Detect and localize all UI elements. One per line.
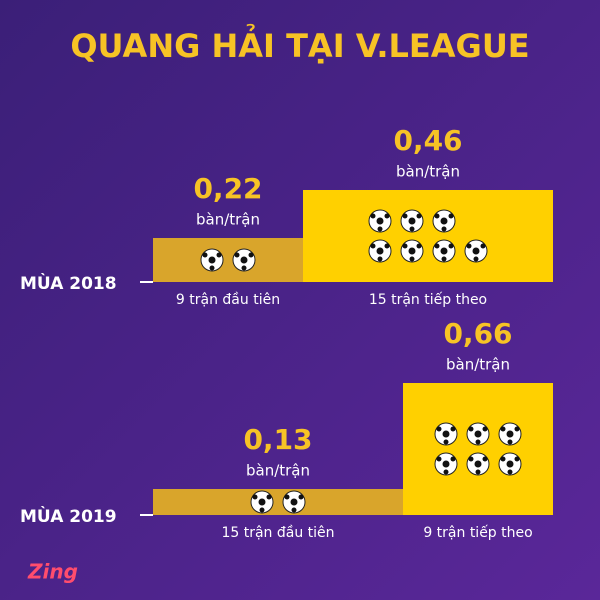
ball-patch (450, 426, 456, 432)
ball-patch (434, 243, 440, 249)
ball-patch (441, 256, 447, 262)
ball-patch (466, 243, 472, 249)
rate-label: 0,46 (393, 124, 462, 157)
ball-patch (370, 243, 376, 249)
ball-patch (416, 213, 422, 219)
caption: 15 trận đầu tiên (221, 525, 334, 541)
ball-patch (377, 256, 383, 262)
ball-patch (376, 217, 384, 225)
season-label: MÙA 2018 (20, 272, 117, 294)
ball-patch (474, 430, 482, 438)
caption: 15 trận tiếp theo (369, 291, 487, 308)
ball-patch (436, 426, 442, 432)
ball-patch (384, 243, 390, 249)
ball-patch (440, 217, 448, 225)
ball-patch (376, 247, 384, 255)
unit-label: bàn/trận (396, 163, 460, 181)
ball-patch (441, 226, 447, 232)
ball-patch (258, 498, 266, 506)
ball-patch (514, 426, 520, 432)
rate-label: 0,13 (243, 423, 312, 456)
ball-patch (409, 256, 415, 262)
ball-patch (402, 243, 408, 249)
ball-patch (475, 439, 481, 445)
ball-patch (482, 426, 488, 432)
ball-patch (468, 456, 474, 462)
ball-patch (202, 252, 208, 258)
bar (303, 190, 553, 282)
ball-patch (442, 430, 450, 438)
ball-patch (468, 426, 474, 432)
ball-patch (474, 460, 482, 468)
season-label: MÙA 2019 (20, 505, 117, 527)
ball-patch (409, 226, 415, 232)
ball-patch (440, 247, 448, 255)
ball-patch (209, 265, 215, 271)
ball-patch (450, 456, 456, 462)
ball-patch (475, 469, 481, 475)
ball-patch (284, 494, 290, 500)
ball-patch (266, 494, 272, 500)
bar (153, 489, 403, 515)
ball-patch (408, 217, 416, 225)
ball-patch (443, 439, 449, 445)
ball-patch (259, 507, 265, 513)
ball-patch (291, 507, 297, 513)
ball-patch (473, 256, 479, 262)
ball-patch (507, 469, 513, 475)
ball-patch (480, 243, 486, 249)
ball-patch (234, 252, 240, 258)
unit-label: bàn/trận (196, 211, 260, 229)
rate-label: 0,22 (193, 172, 262, 205)
ball-patch (384, 213, 390, 219)
ball-patch (472, 247, 480, 255)
ball-patch (241, 265, 247, 271)
caption: 9 trận đầu tiên (176, 292, 280, 308)
ball-patch (370, 213, 376, 219)
ball-patch (448, 243, 454, 249)
ball-patch (290, 498, 298, 506)
ball-patch (482, 456, 488, 462)
rate-label: 0,66 (443, 317, 512, 350)
ball-patch (507, 439, 513, 445)
ball-patch (216, 252, 222, 258)
ball-patch (240, 256, 248, 264)
bar (153, 238, 303, 282)
ball-patch (208, 256, 216, 264)
ball-patch (500, 456, 506, 462)
ball-patch (500, 426, 506, 432)
ball-patch (506, 430, 514, 438)
ball-patch (248, 252, 254, 258)
logo[interactable]: Zing (27, 560, 78, 584)
unit-label: bàn/trận (246, 462, 310, 480)
ball-patch (377, 226, 383, 232)
ball-patch (434, 213, 440, 219)
bar (403, 383, 553, 515)
ball-patch (436, 456, 442, 462)
ball-patch (443, 469, 449, 475)
ball-patch (442, 460, 450, 468)
title: QUANG HẢI TẠI V.LEAGUE (70, 24, 529, 65)
ball-patch (416, 243, 422, 249)
unit-label: bàn/trận (446, 356, 510, 374)
ball-patch (408, 247, 416, 255)
ball-patch (514, 456, 520, 462)
caption: 9 trận tiếp theo (423, 524, 532, 541)
ball-patch (252, 494, 258, 500)
ball-patch (298, 494, 304, 500)
ball-patch (402, 213, 408, 219)
ball-patch (506, 460, 514, 468)
ball-patch (448, 213, 454, 219)
